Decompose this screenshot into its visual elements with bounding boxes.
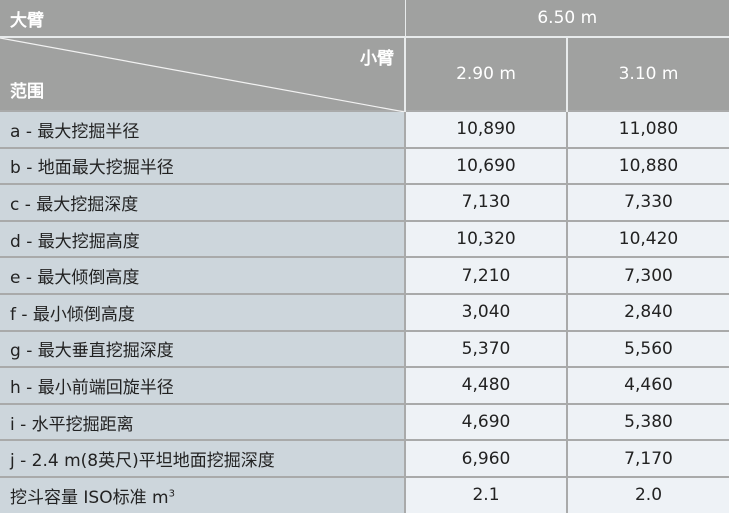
table-row: e - 最大倾倒高度 7,210 7,300 [0, 256, 729, 294]
row-value: 6,960 [404, 439, 567, 477]
row-value: 3,040 [404, 292, 567, 331]
arm-header-row: 小臂 范围 2.90 m 3.10 m [0, 37, 729, 112]
arm-label: 小臂 [360, 49, 394, 69]
row-value: 10,880 [565, 146, 729, 185]
boom-label: 大臂 [0, 0, 405, 38]
row-label: 挖斗容量 ISO标准 m3 [0, 475, 405, 513]
row-label: a - 最大挖掘半径 [0, 110, 405, 148]
table-row: b - 地面最大挖掘半径 10,690 10,880 [0, 146, 729, 185]
table-row: c - 最大挖掘深度 7,130 7,330 [0, 183, 729, 221]
diagonal-divider [0, 38, 405, 112]
row-value: 10,320 [404, 219, 567, 258]
row-value: 5,370 [404, 329, 567, 368]
row-value: 10,420 [565, 219, 729, 258]
row-label: c - 最大挖掘深度 [0, 183, 405, 221]
row-label: g - 最大垂直挖掘深度 [0, 329, 405, 368]
row-value: 2.1 [404, 475, 567, 513]
row-label: j - 2.4 m(8英尺)平坦地面挖掘深度 [0, 439, 405, 477]
row-value: 7,170 [565, 439, 729, 477]
row-value: 7,130 [404, 183, 567, 221]
row-value: 11,080 [565, 110, 729, 148]
row-value: 2,840 [565, 292, 729, 331]
row-value: 10,890 [404, 110, 567, 148]
row-label: f - 最小倾倒高度 [0, 292, 405, 331]
row-value: 10,690 [404, 146, 567, 185]
row-value: 5,560 [565, 329, 729, 368]
table-row-bucket: 挖斗容量 ISO标准 m3 2.1 2.0 [0, 475, 729, 513]
row-value: 4,460 [565, 366, 729, 404]
row-label: h - 最小前端回旋半径 [0, 366, 405, 404]
row-label: i - 水平挖掘距离 [0, 402, 405, 441]
table-row: f - 最小倾倒高度 3,040 2,840 [0, 292, 729, 331]
table-row: a - 最大挖掘半径 10,890 11,080 [0, 110, 729, 148]
row-value: 7,330 [565, 183, 729, 221]
row-value: 2.0 [565, 475, 729, 513]
table-row: i - 水平挖掘距离 4,690 5,380 [0, 402, 729, 441]
arm-value: 2.90 m [404, 37, 567, 111]
table-row: g - 最大垂直挖掘深度 5,370 5,560 [0, 329, 729, 368]
range-label: 范围 [10, 82, 44, 102]
table-row: j - 2.4 m(8英尺)平坦地面挖掘深度 6,960 7,170 [0, 439, 729, 477]
row-value: 4,480 [404, 366, 567, 404]
row-value: 7,210 [404, 256, 567, 294]
arm-value: 3.10 m [565, 37, 729, 111]
row-label: b - 地面最大挖掘半径 [0, 146, 405, 185]
row-value: 7,300 [565, 256, 729, 294]
boom-header-row: 大臂 6.50 m [0, 0, 729, 38]
boom-value: 6.50 m [404, 0, 729, 38]
row-value: 5,380 [565, 402, 729, 441]
row-label: d - 最大挖掘高度 [0, 219, 405, 258]
row-label: e - 最大倾倒高度 [0, 256, 405, 294]
diagonal-header-cell: 小臂 范围 [0, 37, 405, 112]
table-row: d - 最大挖掘高度 10,320 10,420 [0, 219, 729, 258]
row-value: 4,690 [404, 402, 567, 441]
table-row: h - 最小前端回旋半径 4,480 4,460 [0, 366, 729, 404]
